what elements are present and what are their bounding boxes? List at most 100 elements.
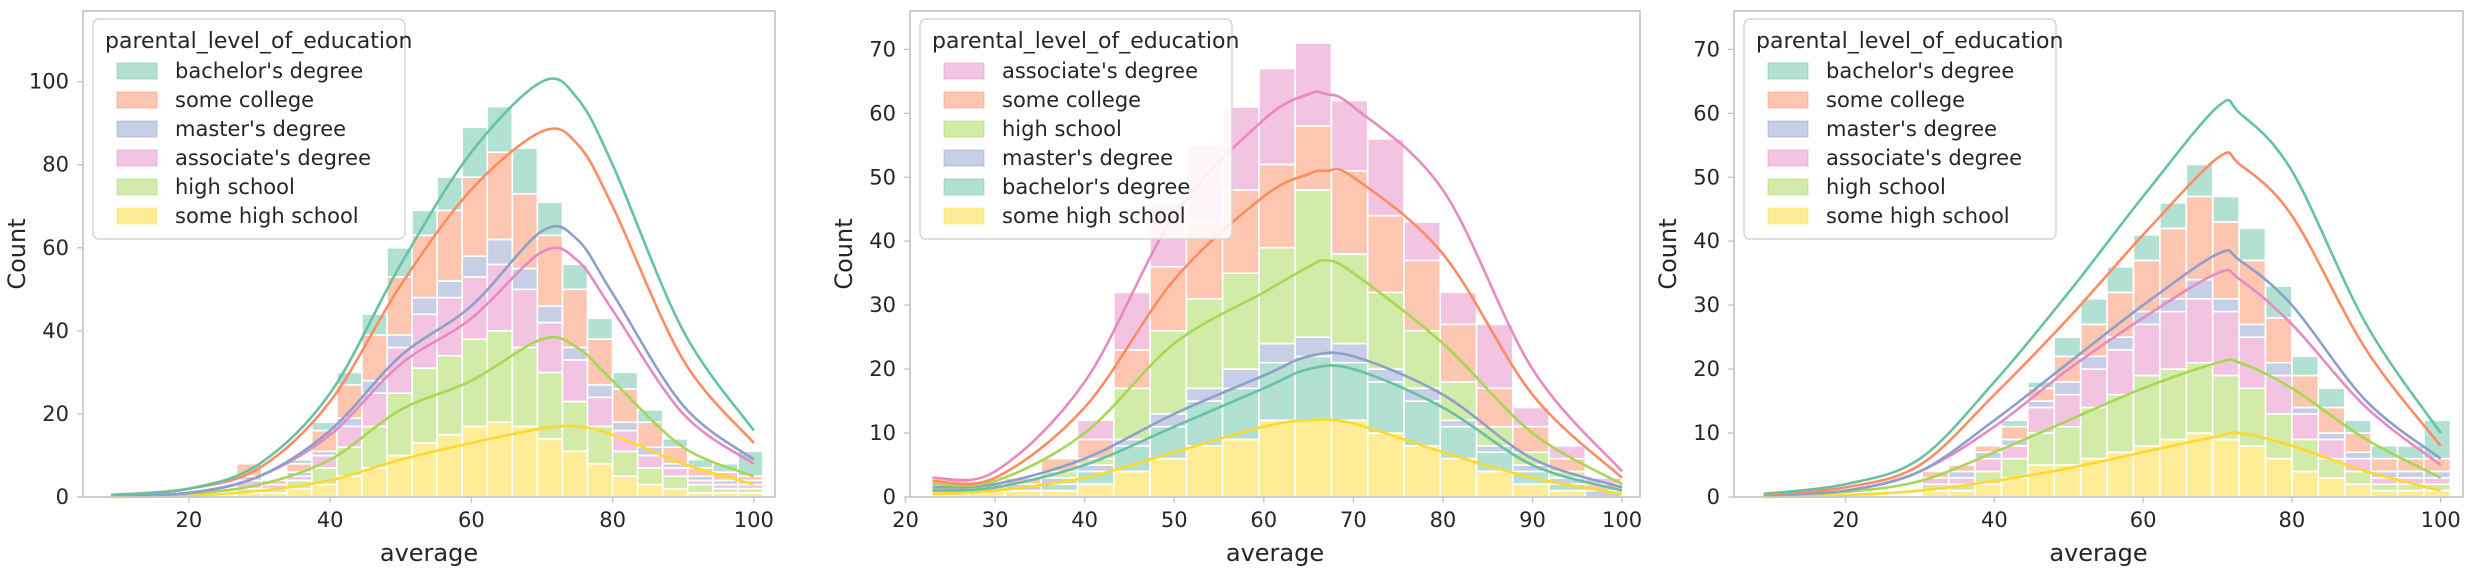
x-tick-label: 100 [734, 508, 774, 532]
bar-bachelor-s-degree [1366, 381, 1405, 434]
bar-bachelor-s-degree [486, 105, 514, 154]
bar-some-high-school [1076, 483, 1115, 498]
bar-high-school [361, 425, 388, 469]
bar-associate-s-degree [1974, 457, 2003, 473]
y-tick-label: 50 [869, 165, 896, 189]
x-axis-label: average [1226, 539, 1324, 567]
y-tick-label: 100 [29, 70, 69, 94]
y-tick-label: 70 [869, 37, 896, 61]
bar-associate-s-degree [1439, 291, 1478, 326]
legend-entry: some college [175, 88, 314, 112]
bar-bachelor-s-degree [2185, 163, 2214, 198]
bar-some-college [436, 209, 463, 282]
legend-entry: master's degree [1002, 146, 1173, 170]
bar-master-s-degree [536, 305, 564, 324]
bar-master-s-degree [1258, 342, 1296, 364]
bar-some-high-school [1475, 470, 1514, 498]
legend-swatch [1767, 91, 1809, 109]
bar-some-college [536, 234, 564, 307]
x-tick-label: 20 [176, 508, 203, 532]
bar-high-school [661, 475, 689, 490]
axes-frame [909, 10, 1641, 498]
bar-associate-s-degree [511, 288, 539, 349]
bar-bachelor-s-degree [536, 201, 564, 237]
kde-line-high-school [932, 258, 1623, 487]
bar-some-high-school [310, 483, 338, 498]
legend-swatch [116, 207, 158, 225]
bar-bachelor-s-degree [2000, 419, 2029, 428]
y-axis-label: Count [3, 218, 31, 289]
bar-some-high-school [2159, 438, 2188, 498]
bar-high-school [2053, 425, 2082, 466]
bar-master-s-degree [2238, 323, 2267, 338]
bar-bachelor-s-degree [586, 317, 614, 340]
bar-some-high-school [2317, 477, 2346, 498]
bar-some-college [1294, 125, 1333, 191]
bar-high-school [636, 467, 664, 486]
bar-high-school [611, 450, 639, 478]
bar-master-s-degree [2291, 406, 2320, 415]
bar-high-school [1149, 329, 1188, 415]
bar-high-school [2343, 470, 2372, 486]
bar-some-college [1258, 163, 1296, 249]
legend-entry: master's degree [1826, 117, 1997, 141]
legend-swatch [116, 120, 158, 138]
bar-some-high-school [2264, 457, 2293, 498]
bar-associate-s-degree [2132, 323, 2161, 377]
legend-swatch [1767, 207, 1809, 225]
bar-bachelor-s-degree [2053, 336, 2082, 358]
bar-some-high-school [2211, 438, 2240, 498]
kde-line-master-s-degree [1763, 249, 2442, 497]
bar-some-college [2211, 221, 2240, 300]
bar-bachelor-s-degree [2370, 445, 2399, 460]
bar-some-college [2000, 425, 2029, 441]
bar-high-school [1185, 297, 1224, 390]
kde-line-some-high-school [1763, 431, 2442, 499]
y-tick-label: 60 [42, 236, 69, 260]
x-tick-label: 40 [317, 508, 344, 532]
legend-swatch [943, 120, 985, 138]
bar-some-college [1548, 457, 1587, 473]
legend-entry: high school [175, 175, 295, 199]
bar-high-school [411, 367, 438, 444]
kde-line-master-s-degree [932, 351, 1623, 489]
kde-line-bachelor-s-degree [111, 77, 755, 497]
bar-high-school [1221, 272, 1260, 370]
legend-entry: master's degree [175, 117, 346, 141]
bar-high-school [486, 330, 514, 424]
bar-some-high-school [2291, 470, 2320, 498]
legend-swatch [1767, 178, 1809, 196]
bar-associate-s-degree [2159, 310, 2188, 370]
bar-some-college [561, 288, 589, 349]
axes-frame [82, 10, 776, 498]
bar-high-school [2264, 413, 2293, 460]
chart-panel-1: 20 40 60 80 100 0 20 40 60 80 100 average Count paren… [3, 10, 776, 567]
x-tick-label: 80 [1430, 508, 1457, 532]
legend-entry: associate's degree [1826, 146, 2022, 170]
bar-some-high-school [2343, 483, 2372, 498]
legend-entry: bachelor's degree [1826, 59, 2014, 83]
kde-line-some-high-school [111, 424, 755, 499]
chart-panel-3: 20 40 60 80 100 0 10 20 30 40 50 60 70 average Count pa… [1654, 10, 2464, 567]
legend-swatch [943, 91, 985, 109]
bar-associate-s-degree [2291, 413, 2320, 441]
bar-some-college [461, 176, 489, 257]
bar-bachelor-s-degree [2317, 387, 2346, 409]
kde-line-master-s-degree [111, 224, 755, 498]
bar-associate-s-degree [636, 454, 664, 469]
y-tick-label: 0 [1707, 485, 1720, 509]
bar-high-school [1258, 246, 1296, 345]
bar-some-high-school [586, 462, 614, 498]
x-tick-label: 60 [1250, 508, 1277, 532]
bar-some-high-school [336, 475, 363, 498]
bar-some-high-school [285, 487, 313, 498]
bar-some-college [1149, 265, 1188, 332]
y-tick-label: 30 [869, 293, 896, 317]
bar-high-school [2211, 374, 2240, 441]
bar-some-high-school [361, 467, 388, 498]
bar-associate-s-degree [2211, 310, 2240, 377]
bar-high-school [1403, 329, 1442, 390]
legend-swatch [1767, 62, 1809, 80]
y-tick-label: 40 [1693, 229, 1720, 253]
